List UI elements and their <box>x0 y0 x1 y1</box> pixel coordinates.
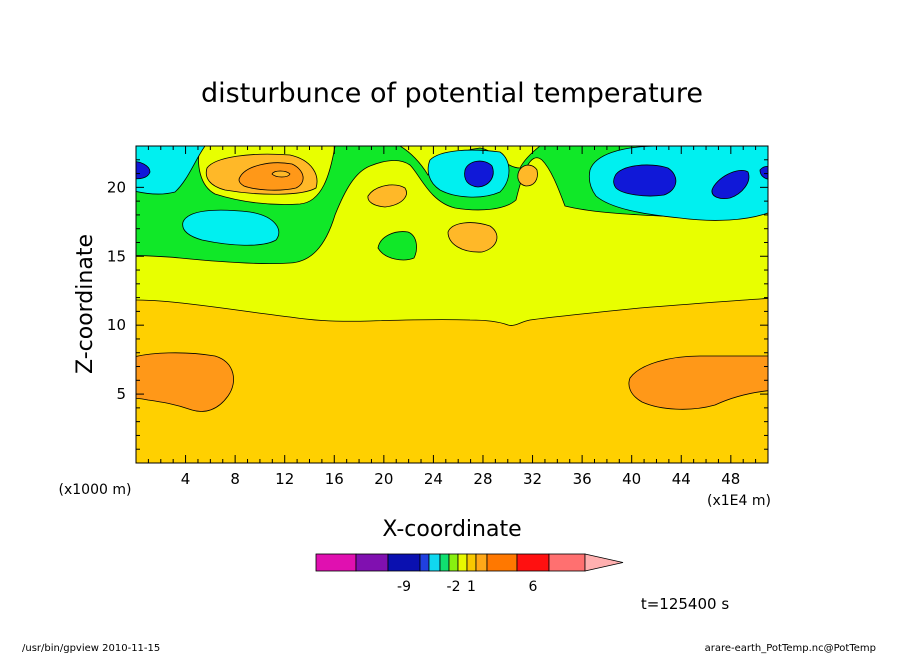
colorbar-cell <box>387 553 421 572</box>
x-tick-label: 16 <box>325 470 344 488</box>
chart-title: disturbunce of potential temperature <box>201 78 703 109</box>
x-tick-label: 28 <box>473 470 492 488</box>
colorbar-cell <box>516 553 550 572</box>
colorbar-cell <box>315 553 357 572</box>
island-orange-c <box>447 222 498 253</box>
x-unit-left: (x1000 m) <box>59 482 132 498</box>
x-tick-label: 40 <box>622 470 641 488</box>
island-orange-core <box>238 162 304 191</box>
x-unit-right: (x1E4 m) <box>707 493 771 509</box>
colorbar-arrow <box>584 553 624 572</box>
y-axis-label: Z-coordinate <box>73 234 98 374</box>
plot-area <box>136 146 768 463</box>
colorbar-cell <box>355 553 389 572</box>
colorbar-cell <box>475 553 488 572</box>
colorbar-label: -9 <box>397 579 411 595</box>
colorbar-cell <box>457 553 468 572</box>
island-blue-a <box>136 161 151 180</box>
y-tick-label: 5 <box>116 385 126 403</box>
island-core-max <box>271 170 291 178</box>
colorbar-cell <box>486 553 518 572</box>
colorbar-cell <box>428 553 441 572</box>
island-orange-b <box>367 184 407 208</box>
colorbar-label: 1 <box>467 579 476 595</box>
x-tick-label: 44 <box>672 470 691 488</box>
x-tick-label: 4 <box>181 470 191 488</box>
footer-right: arare-earth_PotTemp.nc@PotTemp <box>705 643 876 654</box>
plot-frame <box>135 145 769 464</box>
colorbar-cell <box>419 553 430 572</box>
colorbar-cell <box>548 553 586 572</box>
x-axis: 4 8 12 16 20 24 28 32 36 40 44 48 <box>147 146 757 488</box>
y-tick-label: 10 <box>107 316 126 334</box>
x-tick-label: 24 <box>424 470 443 488</box>
island-orange-low-right <box>628 355 768 410</box>
x-tick-label: 20 <box>374 470 393 488</box>
island-cyan-a <box>182 209 280 246</box>
island-green <box>377 231 417 261</box>
colorbar-label: -2 <box>447 579 461 595</box>
island-cyan-b <box>136 146 206 195</box>
x-tick-label: 32 <box>523 470 542 488</box>
colorbar-cell <box>439 553 450 572</box>
island-blue-c <box>613 164 677 197</box>
island-blue-d <box>711 170 750 199</box>
x-tick-label: 36 <box>573 470 592 488</box>
x-tick-label: 12 <box>275 470 294 488</box>
time-label: t=125400 s <box>641 595 729 613</box>
island-blue-b <box>464 160 494 188</box>
island-orange-d <box>517 164 538 187</box>
x-axis-label: X-coordinate <box>382 517 521 542</box>
colorbar-label: 6 <box>529 579 538 595</box>
island-cyan-d <box>588 146 768 221</box>
island-blue-e <box>759 166 768 180</box>
x-tick-label: 8 <box>230 470 240 488</box>
colorbar-cell <box>448 553 459 572</box>
footer-left: /usr/bin/gpview 2010-11-15 <box>22 643 160 654</box>
y-tick-label: 20 <box>107 178 126 196</box>
y-tick-label: 15 <box>107 247 126 265</box>
x-tick-label: 48 <box>721 470 740 488</box>
colorbar-cell <box>466 553 477 572</box>
y-axis: 5 10 15 20 <box>107 159 768 450</box>
colorbar: -9 -2 1 6 <box>315 553 624 595</box>
island-orange-low-left <box>136 352 234 412</box>
